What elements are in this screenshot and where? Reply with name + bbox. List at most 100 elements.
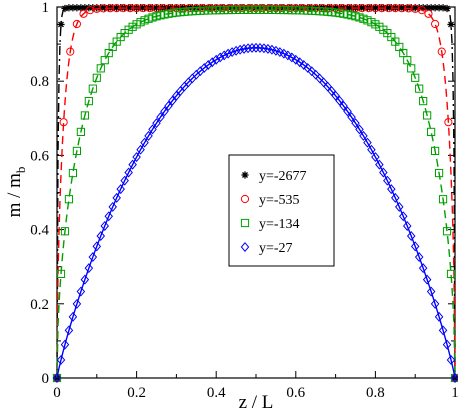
legend-marker [240, 194, 250, 204]
data-point [60, 339, 70, 350]
data-point [265, 4, 274, 13]
data-point [417, 6, 426, 15]
data-point [434, 168, 444, 178]
data-point [431, 19, 440, 29]
data-point [72, 19, 82, 29]
data-point [88, 84, 97, 93]
data-point [447, 20, 455, 29]
legend-label: y=-2677 [259, 169, 307, 184]
data-point [231, 45, 241, 56]
data-point [430, 298, 440, 309]
data-point [238, 4, 247, 13]
data-point [418, 263, 428, 274]
data-point [403, 56, 412, 65]
data-point [205, 4, 214, 13]
x-tick-label: 0.4 [207, 385, 226, 401]
data-point [245, 4, 254, 13]
data-point [359, 4, 368, 12]
data-point [96, 64, 105, 73]
data-point [57, 20, 65, 29]
data-point [112, 192, 121, 203]
data-point [438, 325, 448, 336]
data-point [311, 69, 320, 80]
data-point [125, 4, 135, 13]
data-point [419, 4, 427, 12]
data-point [335, 95, 344, 106]
data-point [423, 4, 431, 12]
data-point [227, 47, 237, 58]
y-tick-label: 1 [42, 0, 50, 16]
data-point [383, 175, 392, 186]
data-point [207, 57, 217, 68]
data-point [152, 118, 161, 129]
y-tick-label: 0.6 [30, 148, 49, 164]
data-point [339, 100, 348, 111]
data-point [105, 4, 115, 13]
x-axis-title: z / L [239, 392, 274, 413]
x-tick-label: 0.8 [366, 385, 385, 401]
y-axis-title-sub: b [13, 167, 28, 174]
data-point [64, 325, 74, 336]
series-curve [56, 9, 456, 379]
data-point [132, 4, 141, 13]
data-point [414, 252, 424, 263]
data-point [283, 50, 293, 61]
data-point [52, 373, 62, 383]
data-point [377, 4, 387, 13]
data-point [391, 192, 400, 203]
data-point [68, 311, 78, 322]
legend-marker [241, 171, 249, 179]
data-point [59, 118, 68, 127]
data-point [371, 4, 380, 13]
data-point [243, 43, 253, 54]
data-point [140, 137, 149, 148]
data-point [383, 4, 391, 12]
data-point [80, 274, 90, 285]
data-point [399, 211, 408, 222]
data-point [92, 241, 102, 252]
legend-marker [240, 218, 250, 228]
data-point [152, 4, 161, 12]
data-point [397, 4, 407, 13]
data-point [384, 4, 393, 13]
data-point [364, 4, 373, 13]
axis-tick-labels: 0 0.2 0.4 0.6 0.8 1 0 0.2 0.4 0.6 0.8 1 [30, 0, 458, 401]
y-tick-label: 0.4 [30, 223, 49, 239]
legend-marker [240, 242, 250, 252]
data-point [56, 269, 66, 279]
data-point [93, 4, 101, 12]
data-point [113, 4, 121, 12]
series-curve [56, 7, 456, 379]
data-point [235, 44, 245, 55]
data-point [218, 4, 227, 13]
data-point [99, 4, 108, 13]
data-point [92, 73, 101, 82]
data-point [446, 269, 456, 279]
data-point [251, 42, 261, 53]
legend-label: y=-535 [259, 193, 300, 208]
data-point [343, 106, 352, 117]
data-point [211, 54, 221, 65]
data-point [215, 52, 225, 63]
legend-label: y=-134 [259, 217, 300, 232]
data-point [411, 73, 420, 82]
data-point [355, 124, 364, 135]
data-point [399, 4, 407, 12]
data-point [367, 144, 376, 155]
data-point [56, 354, 66, 365]
data-point [431, 146, 440, 156]
data-point [285, 4, 294, 13]
data-point [423, 111, 432, 120]
y-tick-label: 0.2 [30, 297, 49, 313]
data-point [258, 4, 267, 13]
data-point [136, 144, 145, 155]
data-point [61, 4, 69, 13]
data-point [407, 4, 415, 12]
data-point [358, 4, 367, 13]
data-point [387, 184, 396, 195]
data-point [427, 4, 435, 12]
data-point [404, 4, 413, 13]
data-point [148, 124, 157, 135]
data-point [307, 66, 316, 77]
data-point [168, 95, 177, 106]
